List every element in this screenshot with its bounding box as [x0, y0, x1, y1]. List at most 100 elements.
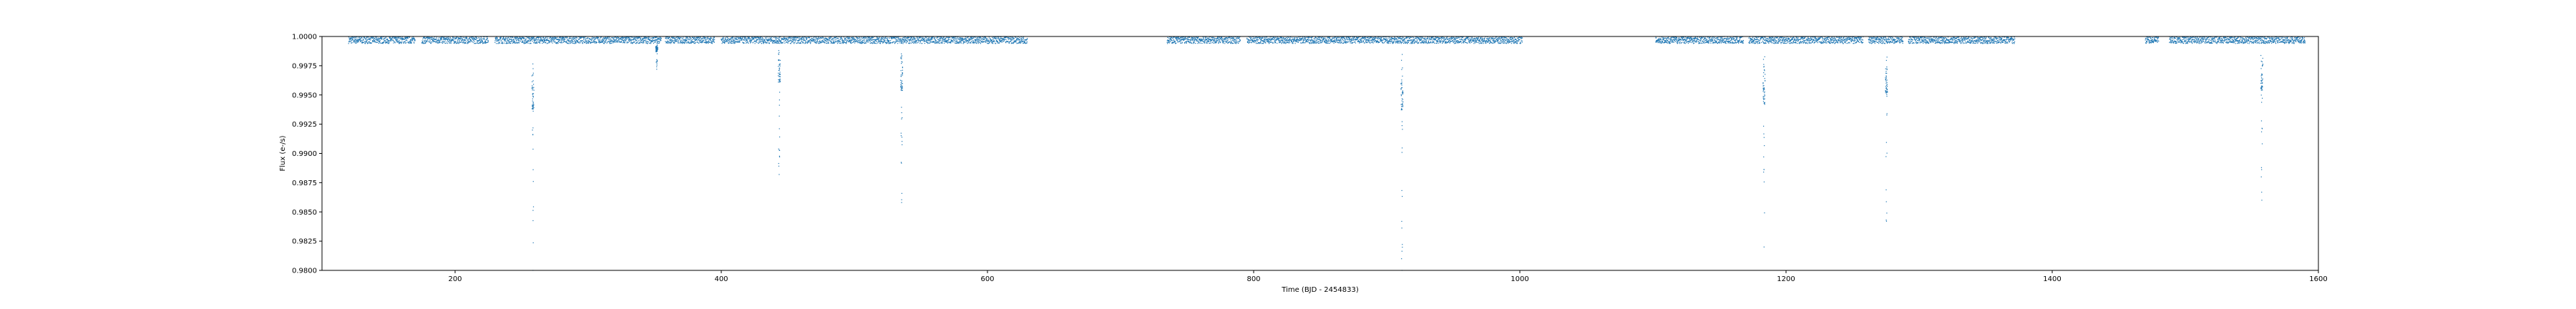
- flux-point: [1249, 41, 1251, 44]
- flux-point: [728, 42, 730, 44]
- flux-point: [795, 37, 796, 39]
- flux-point: [546, 39, 547, 41]
- flux-point: [542, 39, 544, 41]
- flux-point: [1224, 43, 1226, 44]
- flux-point: [348, 39, 350, 41]
- flux-point: [666, 41, 668, 43]
- flux-point: [705, 42, 706, 44]
- flux-point: [1172, 41, 1174, 43]
- flux-point: [366, 43, 369, 44]
- flux-point: [724, 41, 726, 43]
- flux-point: [1282, 38, 1284, 39]
- flux-point: [854, 39, 855, 40]
- flux-point: [912, 39, 914, 41]
- flux-point: [520, 39, 522, 41]
- flux-point: [638, 42, 640, 44]
- flux-point: [638, 37, 640, 39]
- flux-point: [1176, 36, 1178, 39]
- flux-point: [394, 37, 395, 39]
- flux-point: [536, 38, 537, 39]
- flux-point: [442, 42, 444, 44]
- flux-point: [1262, 39, 1263, 41]
- flux-point: [1292, 42, 1294, 44]
- flux-point: [1008, 42, 1010, 44]
- flux-point: [381, 38, 383, 39]
- flux-point: [1023, 36, 1025, 38]
- flux-point: [924, 42, 925, 44]
- flux-point: [545, 37, 547, 39]
- flux-point: [665, 36, 668, 38]
- flux-point: [349, 37, 351, 39]
- flux-point: [1000, 41, 1002, 42]
- flux-point: [950, 39, 952, 41]
- flux-point: [358, 41, 359, 43]
- flux-point: [902, 38, 903, 39]
- flux-point: [518, 37, 519, 39]
- flux-point: [825, 39, 826, 41]
- flux-point: [692, 41, 693, 43]
- flux-point: [824, 38, 826, 39]
- flux-point: [502, 42, 504, 44]
- flux-point: [935, 42, 937, 44]
- flux-point: [868, 36, 869, 39]
- flux-point: [921, 39, 922, 41]
- flux-point: [998, 39, 1000, 41]
- flux-point: [505, 42, 507, 44]
- flux-point: [1247, 39, 1249, 41]
- flux-point: [845, 42, 847, 44]
- flux-point: [640, 37, 642, 39]
- flux-point: [1270, 41, 1272, 43]
- flux-point: [952, 40, 954, 41]
- flux-point: [653, 42, 655, 44]
- flux-point: [575, 41, 577, 43]
- flux-point: [1013, 40, 1015, 41]
- flux-point: [1016, 39, 1018, 41]
- flux-point: [981, 41, 982, 43]
- flux-point: [613, 37, 615, 39]
- flux-point: [786, 38, 788, 39]
- flux-point: [1008, 36, 1010, 38]
- flux-point: [668, 41, 669, 43]
- flux-point: [1270, 39, 1272, 41]
- flux-point: [534, 37, 535, 39]
- flux-point: [814, 42, 816, 44]
- flux-point: [919, 38, 920, 39]
- flux-point: [990, 40, 992, 41]
- flux-point: [368, 36, 369, 38]
- flux-point: [960, 37, 961, 39]
- flux-point: [1232, 40, 1234, 41]
- flux-point: [379, 38, 380, 39]
- flux-point: [1279, 39, 1280, 41]
- flux-point: [538, 39, 540, 41]
- flux-point: [592, 41, 594, 43]
- flux-point: [674, 42, 675, 44]
- flux-point: [623, 41, 625, 43]
- flux-point: [892, 37, 894, 39]
- flux-point: [1217, 39, 1219, 41]
- flux-point: [997, 36, 999, 38]
- flux-point: [1274, 42, 1277, 44]
- flux-point: [982, 37, 984, 39]
- flux-point: [688, 42, 690, 44]
- flux-point: [955, 36, 957, 38]
- flux-point: [829, 37, 831, 39]
- flux-point: [366, 36, 367, 38]
- flux-point: [548, 42, 550, 44]
- flux-point: [1196, 36, 1197, 38]
- flux-point: [957, 41, 959, 43]
- flux-point: [772, 40, 774, 41]
- flux-point: [399, 36, 401, 38]
- flux-point: [971, 38, 972, 39]
- flux-point: [965, 41, 967, 43]
- flux-point: [905, 38, 907, 39]
- flux-point: [582, 42, 583, 44]
- flux-point: [835, 41, 836, 43]
- flux-point: [789, 43, 791, 44]
- flux-point: [1239, 39, 1241, 41]
- flux-point: [767, 36, 769, 38]
- flux-point: [733, 42, 736, 44]
- flux-point: [701, 38, 703, 39]
- flux-point: [616, 41, 618, 43]
- flux-point: [819, 41, 821, 42]
- flux-point: [457, 38, 459, 39]
